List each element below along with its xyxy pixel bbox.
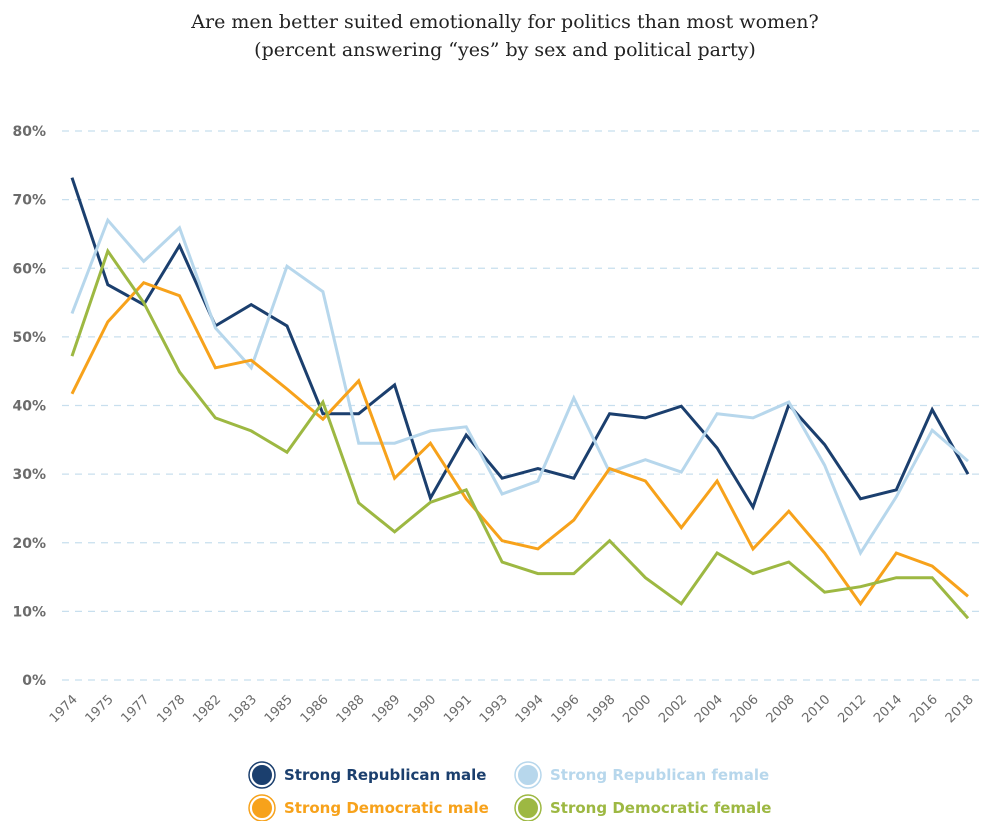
x-tick-label: 1988 [334,692,368,726]
legend-swatch [516,796,540,820]
legend-swatch [250,763,274,787]
x-tick-label: 2014 [871,692,905,726]
y-tick-label: 40% [12,399,46,415]
x-tick-label: 1977 [119,692,153,726]
legend-swatch [516,763,540,787]
x-tick-label: 1989 [369,692,403,726]
x-tick-label: 1983 [226,692,260,726]
x-tick-label: 1985 [262,692,296,726]
series-line [70,247,970,620]
legend-ring [248,794,276,821]
y-tick-label: 10% [12,604,46,620]
legend-label: Strong Republican male [284,766,486,784]
x-tick-label: 1982 [190,692,224,726]
chart-title: Are men better suited emotionally for po… [190,11,818,33]
legend-swatch [250,796,274,820]
y-tick-label: 60% [12,261,46,277]
x-tick-label: 2006 [728,692,762,726]
x-tick-label: 1978 [154,692,188,726]
legend-label: Strong Democratic female [550,799,771,817]
legend-ring [514,794,542,821]
x-tick-label: 1994 [513,692,547,726]
chart-subtitle: (percent answering “yes” by sex and poli… [254,39,756,61]
x-tick-label: 1990 [405,692,439,726]
series-line [70,217,969,557]
x-tick-label: 2008 [764,692,798,726]
legend-ring [248,761,276,789]
legend-ring [514,761,542,789]
x-tick-label: 1993 [477,692,511,726]
x-tick-label: 1975 [83,692,117,726]
y-tick-label: 80% [12,124,46,140]
x-tick-label: 2010 [799,692,833,726]
x-tick-label: 1991 [441,692,475,726]
x-tick-label: 2002 [656,692,690,726]
x-tick-label: 2012 [835,692,869,726]
y-tick-label: 70% [12,193,46,209]
x-tick-label: 1974 [47,692,81,726]
y-tick-label: 30% [12,467,46,483]
x-tick-label: 2018 [943,692,977,726]
series-line [70,177,970,511]
x-tick-label: 1996 [549,692,583,726]
series-line [70,280,969,607]
legend-label: Strong Republican female [550,766,769,784]
y-tick-label: 50% [12,330,46,346]
x-tick-label: 2016 [907,692,941,726]
legend-label: Strong Democratic male [284,799,489,817]
x-tick-label: 1986 [298,692,332,726]
y-tick-label: 0% [22,673,46,689]
x-tick-label: 2004 [692,692,726,726]
x-tick-label: 1998 [584,692,618,726]
y-tick-label: 20% [12,536,46,552]
x-tick-label: 2000 [620,692,654,726]
